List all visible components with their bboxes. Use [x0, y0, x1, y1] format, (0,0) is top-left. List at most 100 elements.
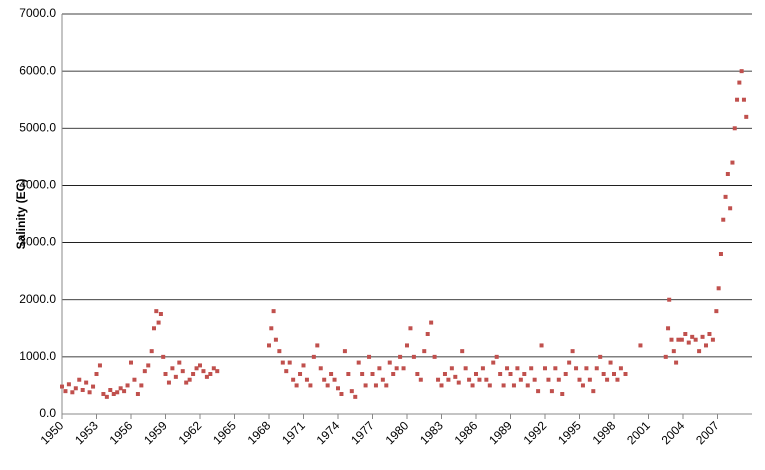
- point: [111, 392, 116, 396]
- point: [446, 377, 451, 382]
- point: [467, 377, 472, 382]
- point: [615, 377, 620, 382]
- point: [710, 337, 715, 342]
- point: [349, 389, 354, 394]
- point: [377, 366, 382, 371]
- point: [511, 383, 516, 388]
- point: [700, 334, 705, 339]
- point: [449, 366, 454, 371]
- point: [612, 372, 616, 376]
- point: [725, 172, 730, 176]
- x-tick-label: 1995: [555, 418, 584, 447]
- point: [301, 363, 306, 368]
- x-tick-label: 1953: [72, 418, 101, 447]
- point: [429, 320, 434, 325]
- y-tick-label: 4000.0: [19, 178, 56, 192]
- point: [623, 372, 628, 376]
- y-tick-label: 1000.0: [19, 349, 56, 363]
- point: [415, 372, 420, 376]
- point: [474, 372, 478, 376]
- point: [122, 389, 127, 394]
- x-tick-label: 2004: [659, 418, 688, 447]
- point: [543, 366, 547, 371]
- point: [580, 383, 585, 388]
- x-tick-label: 1965: [210, 418, 239, 447]
- point: [693, 337, 698, 342]
- x-tick-label: 1983: [417, 418, 446, 447]
- point: [163, 372, 168, 376]
- point: [211, 366, 216, 371]
- point: [539, 343, 544, 348]
- x-tick-label: 1962: [176, 418, 205, 447]
- point: [277, 349, 282, 354]
- point: [536, 389, 541, 394]
- point: [180, 369, 185, 374]
- x-tick-label: 1959: [141, 418, 170, 447]
- point: [149, 349, 154, 354]
- point: [77, 377, 82, 382]
- point: [669, 337, 674, 342]
- point: [91, 384, 96, 389]
- x-tick-label: 1956: [107, 418, 136, 447]
- point: [405, 343, 409, 348]
- x-tick-label: 1986: [452, 418, 481, 447]
- point: [280, 360, 285, 365]
- point: [515, 366, 520, 371]
- point: [401, 366, 406, 371]
- point: [311, 354, 316, 359]
- point: [118, 386, 123, 391]
- point: [161, 354, 166, 359]
- point: [498, 372, 503, 376]
- point: [522, 372, 527, 376]
- point: [508, 372, 513, 376]
- point: [422, 349, 427, 354]
- point: [129, 360, 133, 365]
- point: [518, 377, 523, 382]
- point: [453, 374, 458, 379]
- point: [608, 360, 613, 365]
- point: [66, 382, 71, 387]
- point: [315, 343, 320, 348]
- point: [487, 383, 492, 388]
- point: [686, 340, 691, 345]
- x-tick-label: 1998: [590, 418, 619, 447]
- x-tick-label: 1968: [245, 418, 274, 447]
- x-tick-label: 1950: [38, 418, 67, 447]
- point: [342, 349, 347, 354]
- point: [146, 363, 151, 368]
- y-axis-label: Salinity (EC): [14, 179, 28, 250]
- point: [384, 383, 389, 388]
- point: [718, 252, 723, 256]
- point: [308, 383, 313, 388]
- x-tick-label: 2007: [693, 418, 722, 447]
- point: [460, 349, 465, 354]
- point: [267, 343, 271, 348]
- point: [598, 354, 603, 359]
- point: [638, 343, 643, 348]
- y-tick-label: 6000.0: [19, 63, 56, 77]
- point: [125, 383, 130, 388]
- point: [584, 366, 589, 371]
- point: [104, 394, 109, 399]
- point: [339, 392, 344, 396]
- point: [329, 372, 334, 376]
- point: [679, 337, 684, 342]
- point: [398, 354, 403, 359]
- point: [194, 366, 199, 371]
- point: [690, 334, 695, 339]
- point: [318, 366, 323, 371]
- point: [70, 390, 75, 395]
- point: [697, 349, 702, 354]
- point: [353, 394, 358, 399]
- point: [525, 383, 530, 388]
- point: [84, 380, 89, 385]
- x-tick-label: 1992: [521, 418, 550, 447]
- point: [741, 97, 746, 102]
- point: [284, 369, 289, 374]
- point: [80, 388, 85, 392]
- x-tick-label: 1980: [383, 418, 412, 447]
- point: [391, 372, 396, 376]
- point: [425, 332, 430, 336]
